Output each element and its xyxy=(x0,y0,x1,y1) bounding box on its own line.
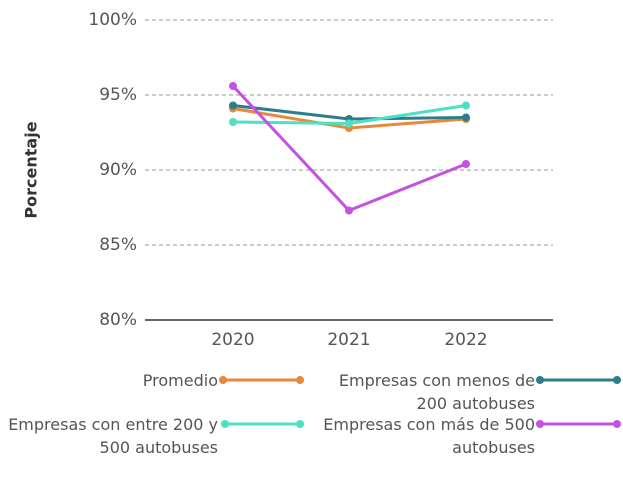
legend-dot xyxy=(536,376,544,384)
point xyxy=(345,119,353,128)
y-tick-label: 80% xyxy=(99,310,137,330)
point xyxy=(229,118,237,126)
legend-label: Empresas con más de 500 autobuses xyxy=(323,415,535,457)
legend-dot xyxy=(219,376,227,384)
point xyxy=(462,113,470,122)
y-tick-label: 85% xyxy=(99,235,137,255)
y-tick-label: 95% xyxy=(99,85,137,105)
legend-dot xyxy=(536,420,544,428)
legend-dot xyxy=(296,420,304,428)
point xyxy=(462,101,470,110)
legend-dot xyxy=(613,420,621,428)
legend-dot xyxy=(613,376,621,384)
series-line xyxy=(231,84,467,213)
x-tick-label: 2022 xyxy=(444,330,487,350)
x-tick-label: 2021 xyxy=(327,330,370,350)
point xyxy=(229,101,237,110)
x-tick-label: 2020 xyxy=(211,330,254,350)
y-tick-label: 90% xyxy=(99,160,137,180)
y-tick-label: 100% xyxy=(88,10,137,30)
legend-label: Empresas con menos de 200 autobuses xyxy=(338,371,535,413)
legend-label: Empresas con entre 200 y 500 autobuses xyxy=(8,415,218,457)
point xyxy=(462,160,470,168)
legend-dot xyxy=(296,376,304,384)
legend-dot xyxy=(221,420,229,428)
point xyxy=(229,82,237,90)
point xyxy=(345,206,353,215)
legend-label: Promedio xyxy=(142,371,218,390)
y-axis-label: Porcentaje xyxy=(22,121,41,218)
